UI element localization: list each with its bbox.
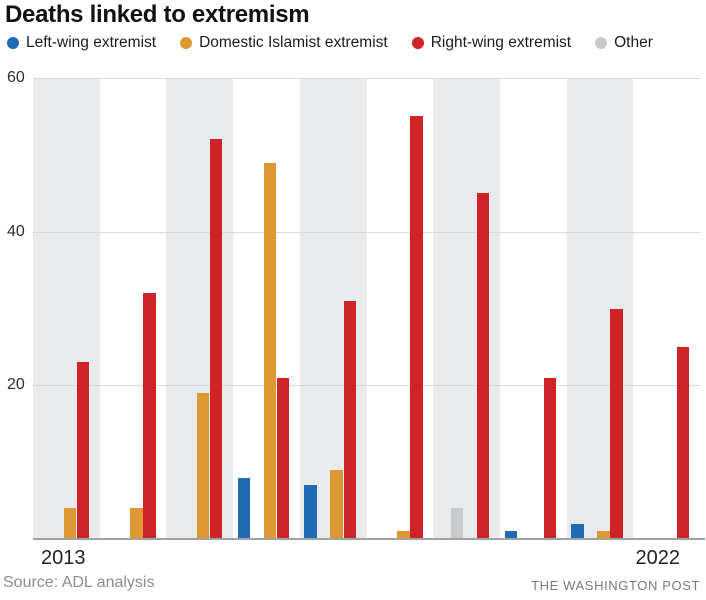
chart-title: Deaths linked to extremism: [5, 1, 310, 28]
bar-islamist-2017: [330, 469, 343, 539]
legend-label-other: Other: [614, 34, 653, 51]
year-band-2014: [99, 78, 167, 539]
legend-swatch-left-wing-icon: [7, 37, 19, 49]
bar-left-wing-2021: [571, 523, 584, 539]
publisher-credit: THE WASHINGTON POST: [531, 578, 700, 593]
year-band-2016: [233, 78, 300, 539]
legend-swatch-other-icon: [595, 37, 608, 49]
legend-item-other: Other: [595, 34, 653, 52]
legend-swatch-islamist-icon: [180, 37, 193, 49]
x-axis-baseline: [33, 538, 705, 540]
bar-right-wing-2017: [343, 300, 356, 539]
y-axis-label-60: 60: [7, 69, 25, 86]
year-band-2017: [299, 78, 367, 539]
legend-label-right-wing: Right-wing extremist: [430, 34, 572, 51]
bar-right-wing-2021: [610, 308, 623, 539]
year-bands: [33, 78, 701, 539]
legend-label-left-wing: Left-wing extremist: [26, 34, 157, 51]
bar-left-wing-2016: [237, 477, 251, 539]
legend-label-islamist: Domestic Islamist extremist: [199, 34, 388, 51]
bar-islamist-2013: [63, 508, 76, 539]
bar-islamist-2014: [130, 508, 143, 539]
gridline-60: [33, 78, 700, 79]
y-axis-label-20: 20: [7, 376, 25, 393]
bar-islamist-2016: [263, 162, 277, 539]
y-axis-label-40: 40: [7, 223, 25, 240]
bar-right-wing-2020: [543, 377, 556, 539]
bar-right-wing-2014: [143, 293, 156, 539]
year-band-2015: [166, 78, 234, 539]
bar-islamist-2021: [597, 531, 610, 539]
legend-swatch-right-wing-icon: [411, 37, 424, 49]
x-axis-label-2022: 2022: [635, 547, 681, 569]
bar-left-wing-2017: [304, 485, 317, 539]
gridline-20: [33, 385, 700, 387]
bar-islamist-2015: [197, 393, 210, 539]
bar-right-wing-2019: [476, 193, 490, 539]
bar-right-wing-2018: [410, 116, 423, 539]
bar-left-wing-2020: [504, 531, 517, 539]
plot-area: [33, 78, 701, 539]
bar-right-wing-2016: [276, 377, 290, 539]
legend: Left-wing extremist Domestic Islamist ex…: [7, 34, 653, 52]
legend-item-right-wing: Right-wing extremist: [411, 34, 572, 52]
year-band-2013: [33, 78, 100, 539]
year-band-2019: [433, 78, 500, 539]
year-band-2020: [499, 78, 567, 539]
year-band-2022: [633, 78, 701, 539]
bar-right-wing-2013: [76, 362, 90, 539]
bar-right-wing-2015: [210, 139, 223, 539]
source-text: Source: ADL analysis: [3, 574, 155, 591]
bar-other-2019: [450, 508, 464, 539]
year-band-2021: [566, 78, 634, 539]
bar-islamist-2018: [397, 531, 410, 539]
bar-right-wing-2022: [677, 346, 690, 539]
x-axis-label-2013: 2013: [41, 547, 86, 569]
year-band-2018: [366, 78, 434, 539]
legend-item-islamist: Domestic Islamist extremist: [180, 34, 388, 52]
gridline-40: [33, 231, 700, 233]
legend-item-left-wing: Left-wing extremist: [7, 34, 156, 52]
